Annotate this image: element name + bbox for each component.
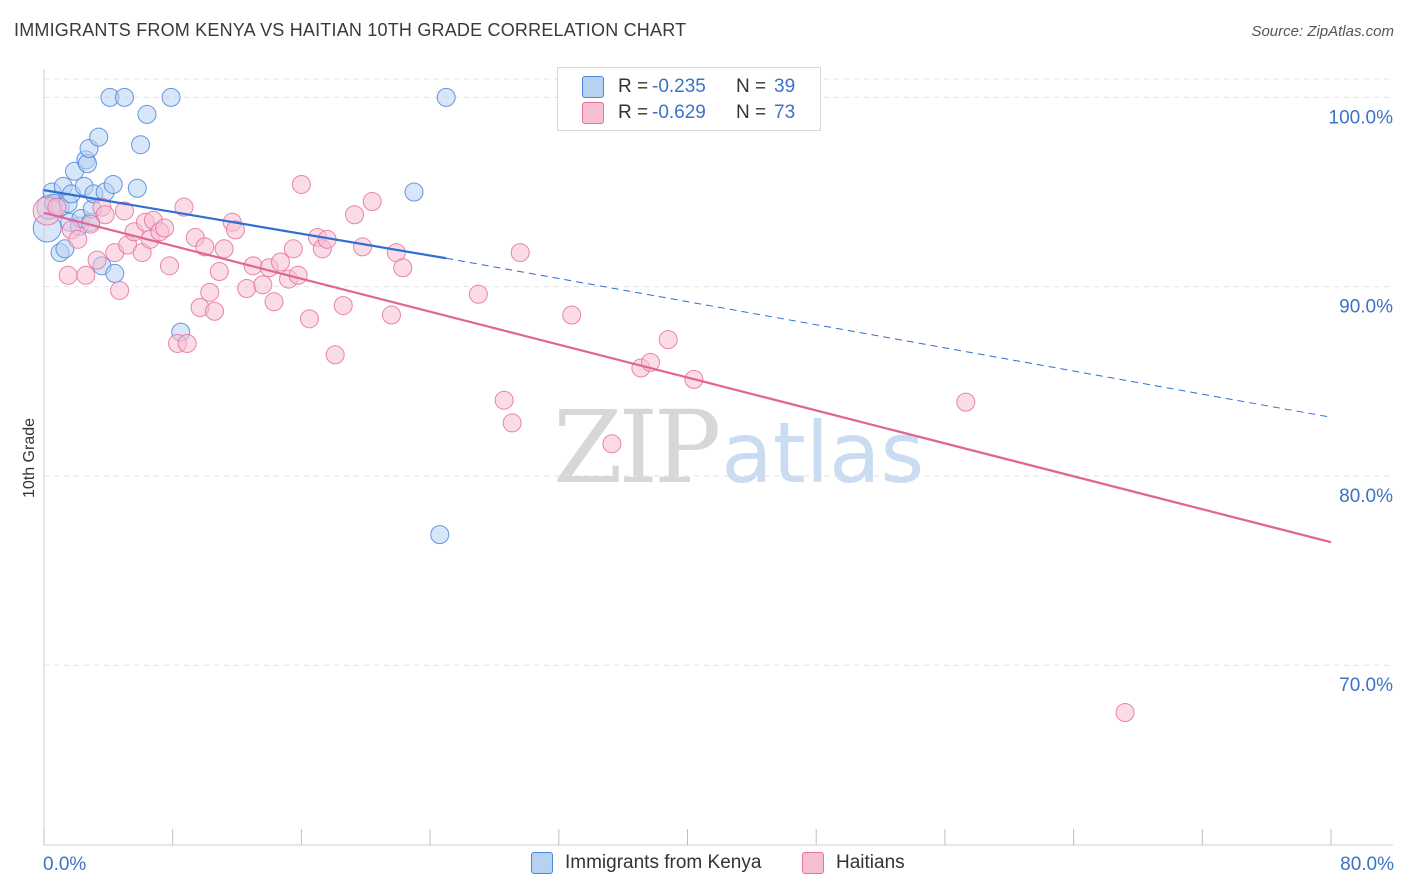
haitians-point (502, 413, 522, 433)
legend-n-value: 73 (774, 102, 796, 123)
haitians-point (562, 305, 582, 325)
haitians-point (237, 279, 257, 299)
haitians-point (468, 284, 488, 304)
kenya-point (137, 104, 157, 124)
haitians-points (32, 87, 1135, 723)
haitians-point (214, 239, 234, 259)
legend-item-haitians[interactable]: Haitians (802, 852, 905, 874)
kenya-trend-line (43, 189, 447, 260)
y-tick-label: 100.0% (1329, 107, 1394, 128)
legend-row-haitians: R = -0.629 N = 73 (582, 101, 795, 125)
series-legend: Immigrants from Kenya Haitians (0, 852, 1406, 876)
kenya-point (55, 239, 75, 259)
haitians-point (283, 239, 303, 259)
haitians-point (209, 262, 229, 282)
haitians-trend-line (43, 211, 1332, 544)
haitians-point (253, 275, 273, 295)
haitians-point (225, 220, 245, 240)
legend-r-label: R = (618, 102, 649, 123)
kenya-point (436, 87, 456, 107)
legend-item-kenya[interactable]: Immigrants from Kenya (531, 852, 761, 874)
legend-r-value: -0.629 (652, 102, 706, 123)
stats-legend: R = -0.235 N = 39 R = -0.629 N = 73 (557, 67, 821, 131)
haitians-point (264, 292, 284, 312)
haitians-point (325, 345, 345, 365)
haitians-point (381, 305, 401, 325)
kenya-point (127, 178, 147, 198)
haitians-point (205, 301, 225, 321)
haitians-point (353, 237, 373, 257)
kenya-point (131, 135, 151, 155)
legend-n-value: 39 (774, 76, 796, 97)
legend-swatch-kenya (582, 76, 604, 98)
legend-swatch-kenya (531, 852, 553, 874)
haitians-point (362, 191, 382, 211)
haitians-point (95, 205, 115, 225)
haitians-point (344, 205, 364, 225)
kenya-trend-extension (446, 257, 1332, 418)
haitians-point (68, 229, 88, 249)
haitians-point (155, 218, 175, 238)
haitians-point (494, 390, 514, 410)
haitians-point (602, 434, 622, 454)
kenya-point (114, 87, 134, 107)
legend-n-label: N = (736, 76, 767, 97)
y-tick-label: 90.0% (1339, 297, 1393, 318)
haitians-point (110, 280, 130, 300)
legend-label-kenya: Immigrants from Kenya (565, 852, 762, 873)
legend-n-label: N = (736, 102, 767, 123)
haitians-point (174, 197, 194, 217)
haitians-point (299, 309, 319, 329)
kenya-point (89, 127, 109, 147)
haitians-point (333, 296, 353, 316)
legend-label-haitians: Haitians (836, 852, 905, 873)
haitians-point (159, 256, 179, 276)
haitians-point (393, 258, 413, 278)
haitians-point (658, 330, 678, 350)
legend-row-kenya: R = -0.235 N = 39 (582, 75, 795, 99)
haitians-point (956, 392, 976, 412)
haitians-point (291, 174, 311, 194)
legend-swatch-haitians (802, 852, 824, 874)
kenya-point (430, 525, 450, 545)
haitians-point (510, 243, 530, 263)
haitians-point (200, 282, 220, 302)
haitians-point (177, 333, 197, 353)
chart-title: IMMIGRANTS FROM KENYA VS HAITIAN 10TH GR… (14, 20, 687, 40)
legend-r-value: -0.235 (652, 76, 706, 97)
haitians-point (114, 201, 134, 221)
y-tick-label: 80.0% (1339, 486, 1393, 507)
x-tick-label: 80.0% (1340, 854, 1394, 875)
kenya-point (404, 182, 424, 202)
kenya-point (161, 87, 181, 107)
haitians-point (58, 265, 78, 285)
kenya-point (103, 174, 123, 194)
source-label: Source: ZipAtlas.com (1251, 23, 1394, 40)
y-tick-label: 70.0% (1339, 675, 1393, 696)
kenya-point (105, 263, 125, 283)
haitians-point (87, 250, 107, 270)
haitians-point (76, 265, 96, 285)
haitians-point (195, 237, 215, 257)
haitians-point (1115, 703, 1135, 723)
haitians-point (270, 252, 290, 272)
legend-swatch-haitians (582, 102, 604, 124)
legend-r-label: R = (618, 76, 649, 97)
x-tick-label: 0.0% (43, 854, 86, 875)
